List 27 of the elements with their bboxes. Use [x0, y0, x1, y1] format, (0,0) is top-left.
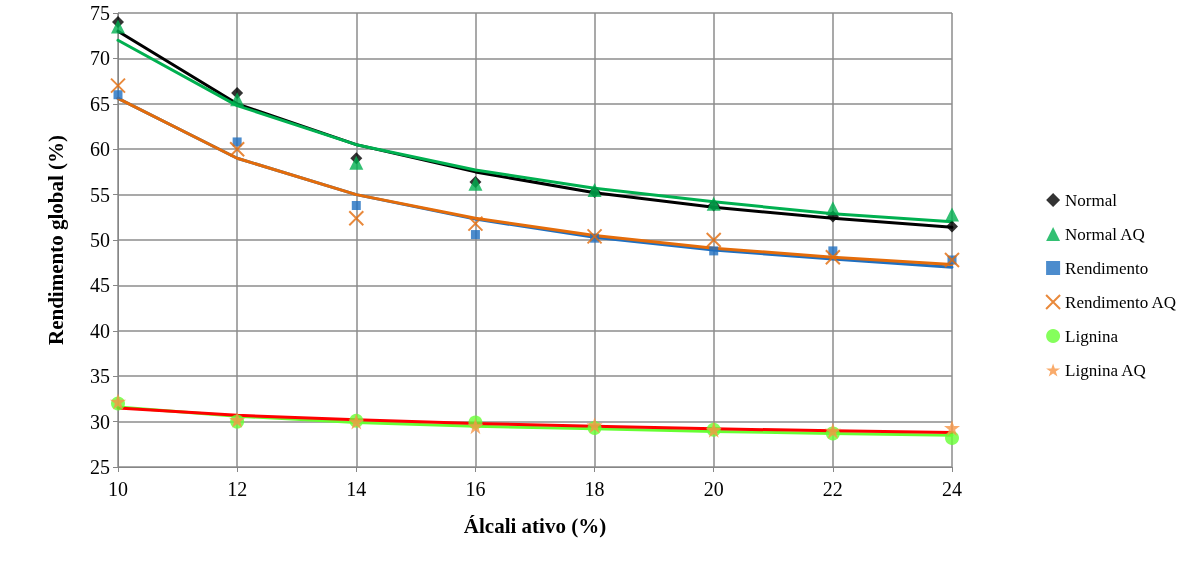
y-tick-label: 65: [90, 92, 110, 115]
legend-label: Normal: [1065, 190, 1118, 210]
x-tick-label: 24: [942, 478, 962, 500]
x-tick-label: 22: [822, 478, 843, 500]
y-tick-label: 40: [90, 319, 110, 342]
y-tick-label: 50: [90, 229, 110, 251]
x-tick-label: 18: [584, 478, 605, 500]
y-tick-label: 45: [90, 274, 110, 297]
y-tick-label: 25: [90, 456, 110, 478]
x-axis-title: Álcali ativo (%): [463, 513, 607, 538]
x-tick-label: 16: [465, 478, 486, 500]
x-tick-label: 10: [108, 478, 128, 500]
legend-label: Rendimento: [1065, 258, 1149, 278]
legend-label: Rendimento AQ: [1065, 292, 1177, 312]
y-tick-label: 60: [90, 138, 110, 161]
legend-label: Normal AQ: [1065, 224, 1145, 244]
x-tick-label: 20: [703, 478, 724, 500]
x-tick-label: 14: [346, 478, 367, 500]
y-tick-label: 70: [90, 47, 110, 70]
y-tick-label: 35: [90, 365, 110, 388]
legend-label: Lignina: [1065, 326, 1119, 346]
y-tick-label: 75: [90, 2, 110, 24]
y-tick-label: 55: [90, 183, 110, 206]
y-axis-title: Rendimento global (%): [43, 134, 68, 345]
x-tick-label: 12: [227, 478, 248, 500]
y-tick-label: 30: [90, 410, 110, 433]
legend-label: Lignina AQ: [1065, 360, 1146, 380]
